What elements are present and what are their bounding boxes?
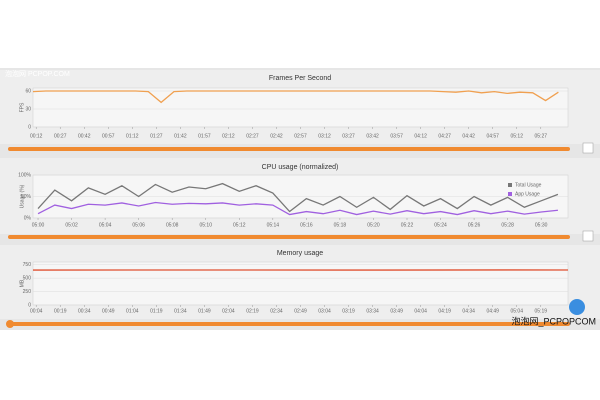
x-tick-label: 05:12 [233,222,246,228]
x-tick-label: 04:49 [486,308,499,314]
x-tick-label: 05:12 [510,133,523,139]
time-slider[interactable] [8,322,570,326]
x-tick-label: 05:24 [434,222,447,228]
x-tick-label: 04:12 [414,133,427,139]
x-tick-label: 02:57 [294,133,307,139]
x-tick-label: 05:19 [535,308,548,314]
x-tick-label: 05:14 [267,222,280,228]
chart-title: Memory usage [277,250,323,257]
time-slider[interactable] [8,235,570,239]
y-axis-label: MB [19,279,25,287]
x-tick-label: 03:27 [342,133,355,139]
watermark: 泡泡网_PCPOPCOM [511,315,596,326]
legend-label: App Usage [515,191,540,197]
x-tick-label: 03:19 [342,308,355,314]
x-tick-label: 05:30 [535,222,548,228]
x-tick-label: 01:19 [150,308,163,314]
plot-area [32,87,569,128]
y-tick-label: 500 [23,275,32,281]
x-tick-label: 02:49 [294,308,307,314]
x-tick-label: 01:57 [198,133,211,139]
x-tick-label: 05:08 [166,222,179,228]
x-tick-label: 00:27 [54,133,67,139]
legend-swatch [508,192,512,196]
y-axis-label: FPS [19,102,25,112]
x-tick-label: 01:04 [126,308,139,314]
x-tick-label: 03:49 [390,308,403,314]
x-tick-label: 05:26 [468,222,481,228]
x-tick-label: 05:16 [300,222,313,228]
x-tick-label: 03:42 [366,133,379,139]
x-tick-label: 05:04 [99,222,112,228]
y-axis-label: Usage (%) [19,184,25,208]
add-button[interactable] [569,299,585,315]
x-tick-label: 05:27 [535,133,548,139]
time-slider[interactable] [8,147,570,151]
x-tick-label: 05:02 [65,222,78,228]
slider-handle[interactable] [6,320,14,328]
x-tick-label: 03:12 [318,133,331,139]
x-tick-label: 03:04 [318,308,331,314]
x-tick-label: 04:42 [462,133,475,139]
x-tick-label: 05:28 [501,222,514,228]
legend-swatch [508,183,512,187]
x-tick-label: 02:42 [270,133,283,139]
x-tick-label: 01:27 [150,133,163,139]
x-tick-label: 03:34 [366,308,379,314]
x-tick-label: 04:34 [462,308,475,314]
x-tick-label: 00:42 [78,133,91,139]
x-tick-label: 05:00 [32,222,45,228]
data-line [37,201,559,216]
plot-area [32,261,569,306]
x-tick-label: 02:12 [222,133,235,139]
y-tick-label: 0 [28,124,31,130]
x-tick-label: 00:49 [102,308,115,314]
x-tick-label: 04:19 [438,308,451,314]
x-tick-label: 00:34 [78,308,91,314]
x-tick-label: 01:49 [198,308,211,314]
slider-button[interactable] [582,230,594,242]
x-tick-label: 00:19 [54,308,67,314]
x-tick-label: 01:12 [126,133,139,139]
x-tick-label: 05:18 [334,222,347,228]
x-tick-label: 05:22 [401,222,414,228]
slider-button[interactable] [582,142,594,154]
y-tick-label: 60 [25,88,31,94]
x-tick-label: 05:04 [510,308,523,314]
x-tick-label: 01:42 [174,133,187,139]
x-tick-label: 01:34 [174,308,187,314]
data-line [32,90,559,104]
x-tick-label: 00:12 [30,133,43,139]
legend-label: Total Usage [515,182,542,188]
x-tick-label: 04:04 [414,308,427,314]
y-tick-label: 0% [24,215,32,221]
chart-title: CPU usage (normalized) [262,164,339,171]
y-tick-label: 50% [21,194,32,200]
x-tick-label: 04:57 [486,133,499,139]
y-tick-label: 30 [25,106,31,112]
data-line [37,182,559,213]
x-tick-label: 02:27 [246,133,259,139]
x-tick-label: 00:04 [30,308,43,314]
y-tick-label: 750 [23,262,32,268]
y-tick-label: 100% [18,172,31,178]
x-tick-label: 05:20 [367,222,380,228]
y-tick-label: 0 [28,302,31,308]
y-tick-label: 250 [23,289,32,295]
chart-title: Frames Per Second [269,75,331,82]
x-tick-label: 02:19 [246,308,259,314]
watermark: 泡泡网 PCPOP.COM [5,69,70,78]
x-tick-label: 00:57 [102,133,115,139]
x-tick-label: 05:06 [132,222,145,228]
x-tick-label: 03:57 [390,133,403,139]
x-tick-label: 04:27 [438,133,451,139]
x-tick-label: 02:34 [270,308,283,314]
x-tick-label: 02:04 [222,308,235,314]
x-tick-label: 05:10 [199,222,212,228]
